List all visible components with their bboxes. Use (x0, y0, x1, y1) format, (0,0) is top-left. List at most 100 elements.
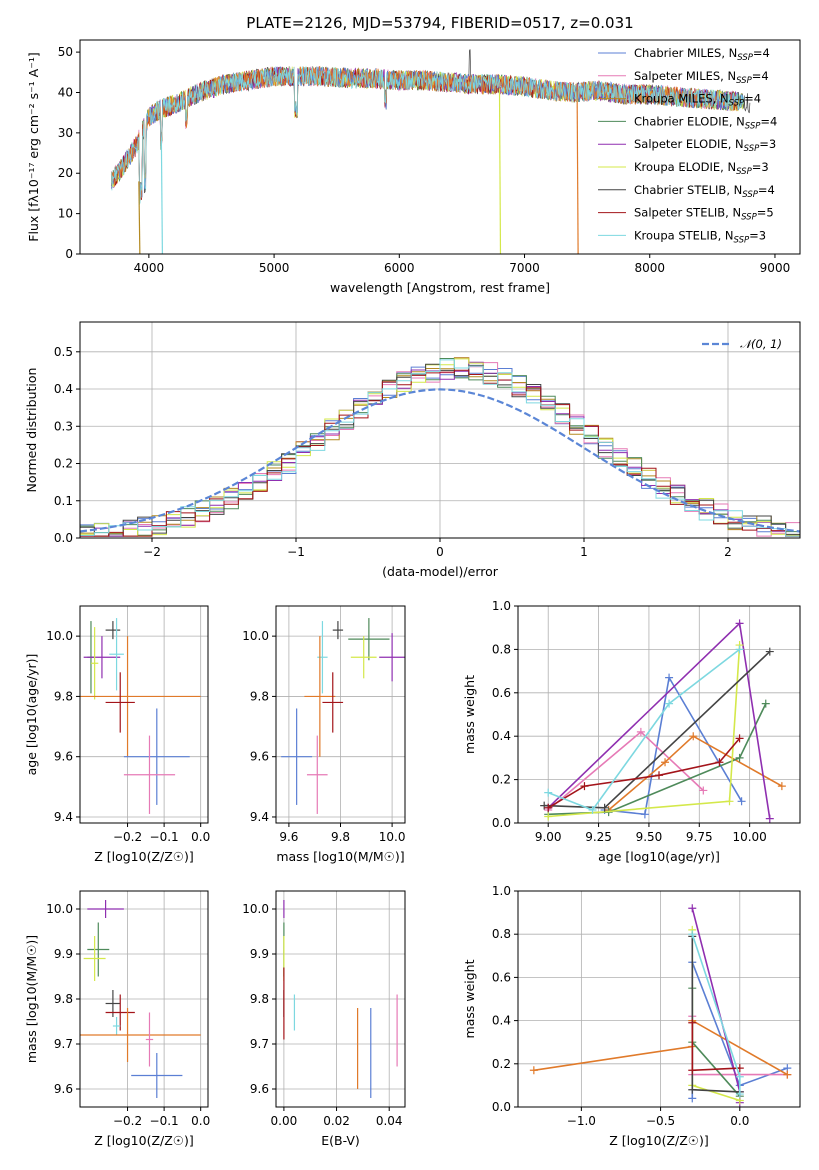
spectrum-drop (576, 92, 579, 254)
figure-title: PLATE=2126, MJD=53794, FIBERID=0517, z=0… (246, 14, 633, 32)
y-tick-label: 9.8 (250, 689, 269, 703)
legend-entry: Kroupa ELODIE, NSSP=3 (634, 160, 769, 177)
weight-marker (688, 1085, 697, 1094)
x-axis-label: Z [log10(Z/Z☉)] (94, 1133, 194, 1148)
legend-entry: Salpeter STELIB, NSSP=5 (634, 206, 774, 223)
legend-entry: Salpeter ELODIE, NSSP=3 (634, 137, 776, 154)
weight-marker (688, 1094, 697, 1103)
spectrum-line (110, 66, 745, 205)
weight-marker (783, 1070, 792, 1079)
x-tick-label: −0.2 (113, 1114, 142, 1128)
weight-marker (735, 619, 744, 628)
x-axis-label: (data-model)/error (382, 564, 499, 579)
mass-weight-vs-metallicity-panel: −1.0 −0.5 0.0 0.0 0.2 0.4 0.6 0.8 1.0 Z [log10(Z/… (462, 884, 801, 1148)
weight-line (608, 735, 783, 811)
y-tick-label: 9.8 (250, 992, 269, 1006)
x-tick-label: 0.04 (376, 1114, 403, 1128)
x-tick-label: −1.0 (567, 1114, 596, 1128)
y-tick-label: 9.4 (250, 810, 269, 824)
weight-marker (688, 930, 697, 939)
weight-marker (600, 803, 609, 812)
x-tick-label: 7000 (509, 261, 540, 275)
x-tick-label: −2 (143, 545, 161, 559)
grid-lines (80, 891, 208, 1107)
x-tick-label: −0.1 (150, 830, 179, 844)
weight-line (547, 648, 741, 811)
x-tick-label: 0.02 (323, 1114, 350, 1128)
x-tick-label: 0.0 (191, 830, 210, 844)
y-tick-label: 50 (58, 45, 73, 59)
y-tick-label: 9.6 (250, 1082, 269, 1096)
weight-marker (735, 753, 744, 762)
y-axis-label: Normed distribution (24, 368, 39, 493)
grid-lines (80, 606, 208, 823)
y-tick-label: 9.6 (54, 750, 73, 764)
x-tick-label: 2 (724, 545, 732, 559)
x-tick-label: 0.00 (271, 1114, 298, 1128)
x-tick-label: −0.2 (113, 830, 142, 844)
x-tick-label: 9.8 (331, 830, 350, 844)
histograms (80, 357, 800, 538)
y-tick-label: 9.7 (250, 1037, 269, 1051)
y-tick-label: 0.0 (492, 1100, 511, 1114)
weight-lines (529, 904, 792, 1107)
error-bars (283, 900, 398, 1098)
error-bars (80, 618, 201, 814)
axes-frame (79, 321, 801, 539)
y-tick-label: 9.9 (250, 947, 269, 961)
x-tick-label: 9.25 (585, 830, 612, 844)
weight-marker (636, 727, 645, 736)
axes-frame (517, 605, 801, 824)
weight-marker (735, 645, 744, 654)
y-tick-label: 9.8 (54, 689, 73, 703)
axes-frame (275, 605, 406, 824)
x-axis-label: E(B-V) (321, 1133, 360, 1148)
y-tick-label: 10.0 (46, 902, 73, 916)
y-tick-label: 0 (65, 247, 73, 261)
y-tick-label: 20 (58, 166, 73, 180)
weight-marker (544, 788, 553, 797)
spectrum-drop (160, 140, 163, 254)
weight-marker (688, 904, 697, 913)
axes-frame (517, 890, 801, 1108)
x-tick-label: 1 (580, 545, 588, 559)
legend-entry: Salpeter MILES, NSSP=4 (634, 69, 769, 86)
legend-entry: Kroupa MILES, NSSP=4 (634, 92, 761, 109)
x-axis-label: Z [log10(Z/Z☉)] (94, 849, 194, 864)
x-tick-label: 8000 (634, 261, 665, 275)
x-tick-label: 9.6 (279, 830, 298, 844)
x-tick-label: 10.0 (379, 830, 406, 844)
weight-marker (715, 758, 724, 767)
y-tick-label: 0.3 (54, 419, 73, 433)
grid-lines (276, 891, 405, 1107)
weight-marker (699, 786, 708, 795)
weight-marker (688, 1018, 697, 1027)
x-tick-label: 5000 (259, 261, 290, 275)
y-tick-label: 1.0 (492, 599, 511, 613)
mass-vs-extinction-panel: 0.00 0.02 0.04 9.6 9.7 9.8 9.9 10.0 E(B-V) (242, 890, 406, 1148)
spectrum-legend: Chabrier MILES, NSSP=4 Salpeter MILES, NS… (598, 46, 777, 245)
mass-weight-vs-age-panel: 9.00 9.25 9.50 9.75 10.00 0.0 0.2 0.4 0.6 0.8 1.0 a… (462, 599, 801, 864)
y-tick-label: 0.2 (492, 773, 511, 787)
weight-marker (737, 797, 746, 806)
legend-entry: Chabrier ELODIE, NSSP=4 (634, 114, 777, 131)
y-tick-label: 0.5 (54, 345, 73, 359)
weight-marker (689, 732, 698, 741)
x-tick-label: 9.50 (636, 830, 663, 844)
x-tick-label: −0.1 (150, 1114, 179, 1128)
x-tick-label: −0.5 (646, 1114, 675, 1128)
y-tick-label: 9.6 (250, 750, 269, 764)
weight-marker (665, 673, 674, 682)
spectrum-drop (498, 88, 502, 254)
weight-marker (588, 805, 597, 814)
spectrum-panel: 4000 5000 6000 7000 8000 9000 0 10 20 30 40 50 wavel… (26, 39, 801, 295)
y-axis-label: Flux [fλ10⁻¹⁷ erg cm⁻² s⁻¹ A⁻¹] (26, 52, 41, 241)
x-tick-label: 9.00 (535, 830, 562, 844)
y-tick-label: 0.8 (492, 927, 511, 941)
x-axis-label: Z [log10(Z/Z☉)] (609, 1133, 709, 1148)
axes-frame (79, 39, 801, 255)
weight-marker (765, 647, 774, 656)
weight-marker (735, 1072, 744, 1081)
spectrum-line (110, 65, 738, 202)
